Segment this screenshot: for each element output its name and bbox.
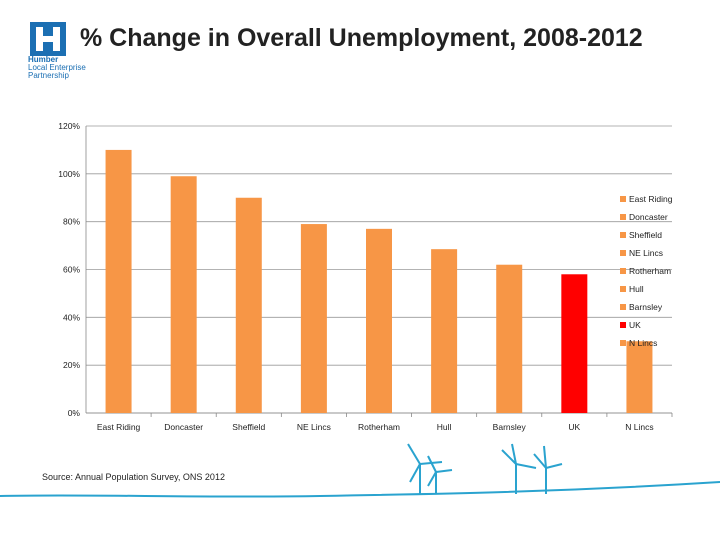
- source-note: Source: Annual Population Survey, ONS 20…: [42, 472, 225, 482]
- x-tick-label: NE Lincs: [297, 422, 331, 432]
- chart-title: % Change in Overall Unemployment, 2008-2…: [80, 24, 643, 52]
- humber-lep-logo: Humber Local Enterprise Partnership: [28, 22, 88, 80]
- legend-entry: Doncaster: [629, 212, 668, 222]
- x-tick-label: Doncaster: [164, 422, 203, 432]
- legend-swatch: [620, 196, 626, 202]
- x-tick-label: East Riding: [97, 422, 141, 432]
- legend-entry: N Lincs: [629, 338, 657, 348]
- y-tick-label: 0%: [68, 408, 81, 418]
- legend-swatch: [620, 340, 626, 346]
- logo-h-mark-icon: [30, 22, 66, 56]
- turbine-icon: [427, 455, 453, 494]
- legend-entry: Hull: [629, 284, 644, 294]
- logo-text: Humber Local Enterprise Partnership: [28, 56, 86, 80]
- x-tick-label: Rotherham: [358, 422, 400, 432]
- wind-turbine-footer: [0, 443, 720, 498]
- logo-line-3: Partnership: [28, 71, 69, 80]
- bar: [366, 228, 392, 413]
- legend-entry: Sheffield: [629, 230, 662, 240]
- legend-swatch: [620, 214, 626, 220]
- y-tick-label: 80%: [63, 217, 80, 227]
- legend-swatch: [620, 232, 626, 238]
- y-tick-label: 20%: [63, 360, 80, 370]
- y-tick-label: 40%: [63, 312, 80, 322]
- legend-swatch: [620, 268, 626, 274]
- bar: [105, 149, 132, 413]
- bar: [626, 341, 653, 413]
- turbine-icon: [501, 443, 537, 494]
- x-tick-label: Sheffield: [232, 422, 265, 432]
- legend-entry: UK: [629, 320, 641, 330]
- bar: [170, 176, 197, 413]
- legend-swatch: [620, 250, 626, 256]
- bar: [496, 264, 523, 413]
- legend-entry: East Riding: [629, 194, 673, 204]
- bar: [300, 224, 327, 413]
- bar: [561, 274, 588, 413]
- logo-line-2: Local Enterprise: [28, 63, 86, 72]
- legend-entry: Rotherham: [629, 266, 671, 276]
- legend-swatch: [620, 286, 626, 292]
- x-tick-label: Hull: [437, 422, 452, 432]
- turbine-icon: [533, 445, 563, 494]
- legend-swatch: [620, 304, 626, 310]
- y-tick-label: 60%: [63, 265, 80, 275]
- legend-entry: NE Lincs: [629, 248, 663, 258]
- bar: [235, 197, 262, 413]
- y-tick-label: 120%: [58, 121, 80, 131]
- sea-wave-line: [0, 481, 720, 498]
- logo-line-1: Humber: [28, 55, 59, 64]
- y-tick-label: 100%: [58, 169, 80, 179]
- x-tick-label: N Lincs: [625, 422, 653, 432]
- legend-entry: Barnsley: [629, 302, 663, 312]
- bar: [431, 249, 458, 413]
- x-tick-label: Barnsley: [493, 422, 527, 432]
- x-tick-label: UK: [568, 422, 580, 432]
- bar-chart: 0% 20% 40% 60% 80% 100% 120% East Riding Doncast…: [58, 121, 673, 432]
- legend-swatch: [620, 322, 626, 328]
